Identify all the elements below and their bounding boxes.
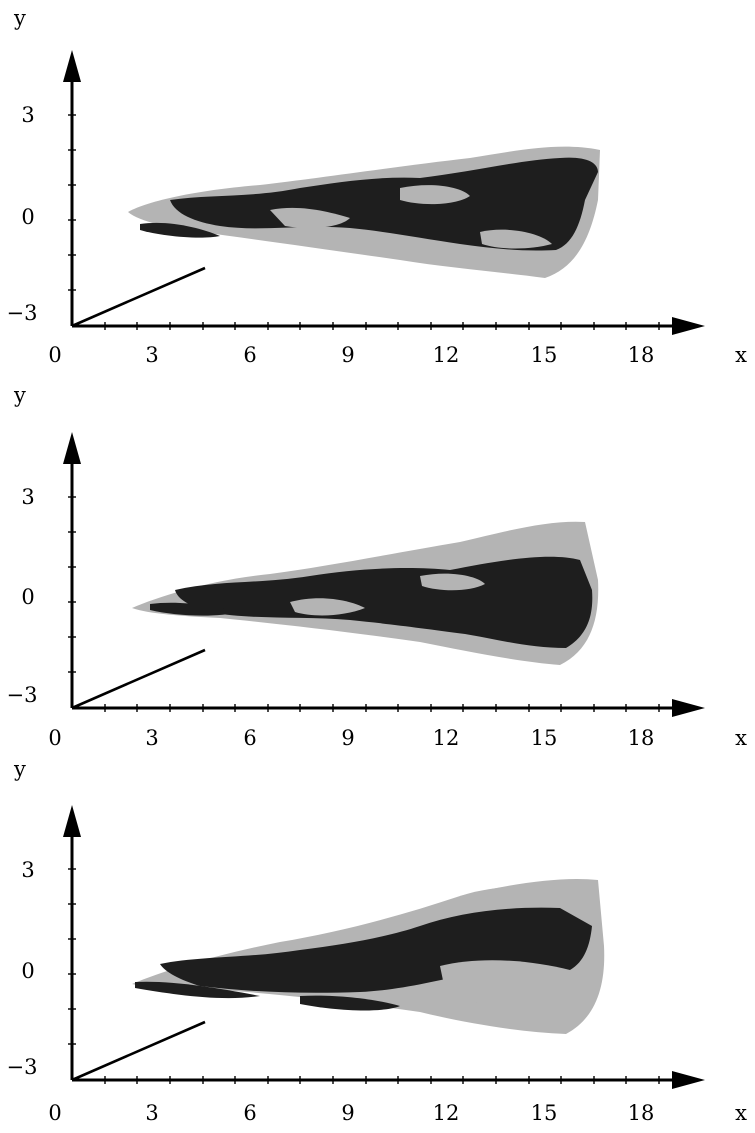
x-tick-label: 15 — [531, 343, 558, 367]
axes — [63, 50, 705, 335]
y-tick-label: 0 — [21, 959, 34, 983]
x-tick-label: 3 — [145, 1101, 158, 1125]
y-tick-label: 3 — [21, 485, 34, 509]
x-tick-label: 9 — [341, 726, 354, 750]
x-tick-label: 18 — [628, 1101, 655, 1125]
y-axis-arrowhead — [63, 50, 81, 82]
plume-dark-filament — [140, 222, 220, 238]
y-axis-label: y — [13, 757, 26, 781]
x-axis-label: x — [735, 1101, 747, 1125]
y-tick-label: −3 — [7, 301, 38, 325]
isosurface-plume — [132, 521, 599, 665]
panel-1: 0 3 6 9 12 15 18 x y 3 0 −3 — [0, 0, 755, 377]
plume-light-patch — [290, 598, 365, 616]
x-axis-ticks — [104, 1076, 660, 1084]
y-tick-label: 0 — [21, 585, 34, 609]
x-tick-label: 6 — [243, 343, 256, 367]
y-tick-label: 3 — [21, 103, 34, 127]
panel-2: 0 3 6 9 12 15 18 x y 3 0 −3 — [0, 380, 755, 757]
y-tick-label: −3 — [7, 683, 38, 707]
plume-light-patch — [480, 229, 552, 249]
isosurface-plume — [128, 146, 600, 278]
x-tick-label: 15 — [531, 1101, 558, 1125]
x-tick-label: 6 — [243, 1101, 256, 1125]
x-tick-label: 0 — [48, 343, 61, 367]
plume-dark-filament — [300, 995, 400, 1011]
x-tick-label: 3 — [145, 343, 158, 367]
plume-dark-surface — [175, 556, 593, 648]
y-axis-arrowhead — [63, 805, 81, 837]
plume-light-patch — [440, 960, 574, 1016]
x-tick-label: 6 — [243, 726, 256, 750]
panel-1-plot: 0 3 6 9 12 15 18 x y 3 0 −3 — [7, 6, 748, 367]
x-tick-label: 12 — [433, 343, 460, 367]
y-tick-label: 0 — [21, 205, 34, 229]
plume-dark-filament — [135, 981, 260, 999]
plume-light-patch — [460, 886, 560, 906]
y-axis-ticks — [68, 868, 76, 1045]
plume-light-patch — [400, 185, 470, 205]
z-axis-line — [71, 266, 206, 328]
x-tick-label: 9 — [341, 343, 354, 367]
x-tick-label: 3 — [145, 726, 158, 750]
y-axis-ticks — [68, 114, 76, 291]
plume-dark-surface — [170, 157, 598, 251]
y-axis-label: y — [13, 383, 26, 407]
plume-light-patch — [420, 573, 485, 591]
x-axis-arrowhead — [672, 1071, 705, 1089]
x-axis-ticks — [104, 704, 660, 712]
z-axis-line — [71, 648, 206, 710]
x-tick-label: 12 — [433, 726, 460, 750]
x-tick-label: 9 — [341, 1101, 354, 1125]
axes — [63, 432, 705, 717]
x-axis-arrowhead — [672, 317, 705, 335]
x-tick-label: 0 — [48, 1101, 61, 1125]
y-tick-label: −3 — [7, 1055, 38, 1079]
panel-2-plot: 0 3 6 9 12 15 18 x y 3 0 −3 — [7, 383, 748, 750]
x-tick-label: 15 — [531, 726, 558, 750]
y-axis-ticks — [68, 496, 76, 673]
y-tick-label: 3 — [21, 858, 34, 882]
x-tick-label: 12 — [433, 1101, 460, 1125]
z-axis-line — [71, 1020, 206, 1082]
isosurface-plume — [132, 878, 605, 1034]
y-axis-arrowhead — [63, 432, 81, 464]
y-axis-label: y — [13, 6, 26, 30]
x-axis-label: x — [735, 343, 747, 367]
panel-3-plot: 0 3 6 9 12 15 18 x y 3 0 −3 — [7, 757, 748, 1125]
x-tick-label: 18 — [628, 343, 655, 367]
x-tick-label: 18 — [628, 726, 655, 750]
axes — [63, 805, 705, 1089]
x-axis-ticks — [104, 322, 660, 330]
plume-light-patch — [270, 207, 350, 228]
panel-3: 0 3 6 9 12 15 18 x y 3 0 −3 — [0, 756, 755, 1133]
x-axis-arrowhead — [672, 699, 705, 717]
x-tick-label: 0 — [48, 726, 61, 750]
plume-dark-filament — [150, 602, 240, 616]
x-axis-label: x — [735, 726, 747, 750]
